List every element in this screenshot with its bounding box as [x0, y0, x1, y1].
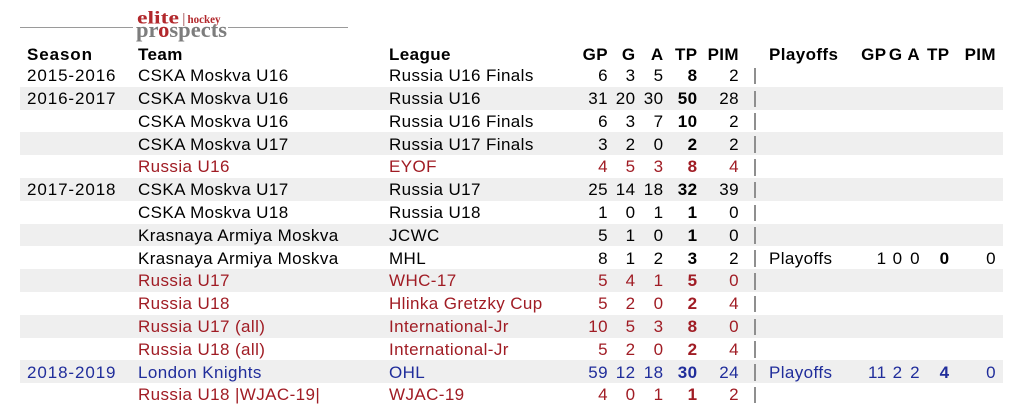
svg-text:hockey: hockey	[188, 14, 221, 26]
svg-text:elite: elite	[137, 8, 179, 28]
svg-text:prospects: prospects	[136, 17, 227, 42]
